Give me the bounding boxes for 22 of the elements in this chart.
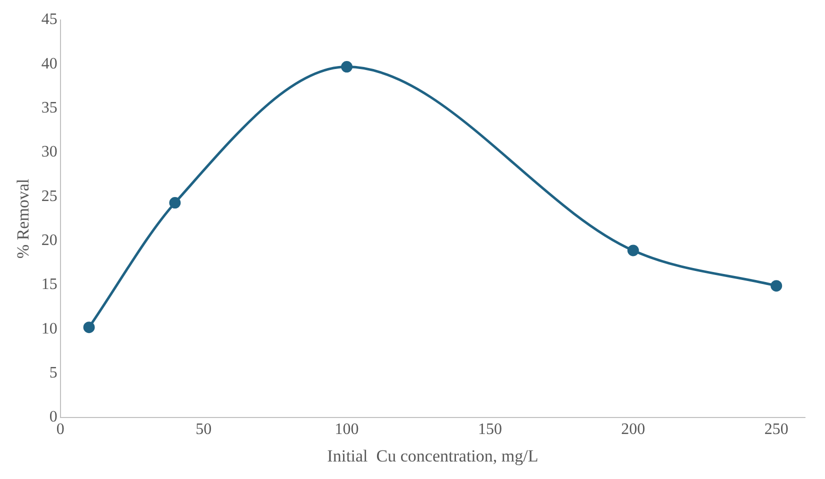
y-tick-label: 10 xyxy=(41,320,58,338)
y-tick-label: 35 xyxy=(41,100,58,117)
y-tick-label: 40 xyxy=(41,55,58,72)
y-tick-label: 0 xyxy=(49,408,58,426)
x-tick-label: 150 xyxy=(478,421,502,438)
x-tick-label: 200 xyxy=(621,421,646,438)
y-tick-label: 30 xyxy=(41,144,58,161)
x-tick-label: 50 xyxy=(196,421,212,438)
y-tick-label: 15 xyxy=(41,276,58,294)
point xyxy=(627,244,639,256)
y-tick-label: 20 xyxy=(41,232,58,249)
x-axis-title: Initial Cu concentration, mg/L xyxy=(327,446,538,466)
x-tick-label: 100 xyxy=(334,421,359,438)
point xyxy=(83,322,95,334)
point xyxy=(169,197,181,209)
y-tick-label: 5 xyxy=(49,364,58,382)
y-axis-title: % Removal xyxy=(14,178,33,259)
y-tick-label: 25 xyxy=(41,188,58,205)
y-tick-label: 45 xyxy=(41,11,58,28)
x-tick-label: 250 xyxy=(764,421,788,438)
point xyxy=(341,61,353,73)
point xyxy=(770,280,782,292)
